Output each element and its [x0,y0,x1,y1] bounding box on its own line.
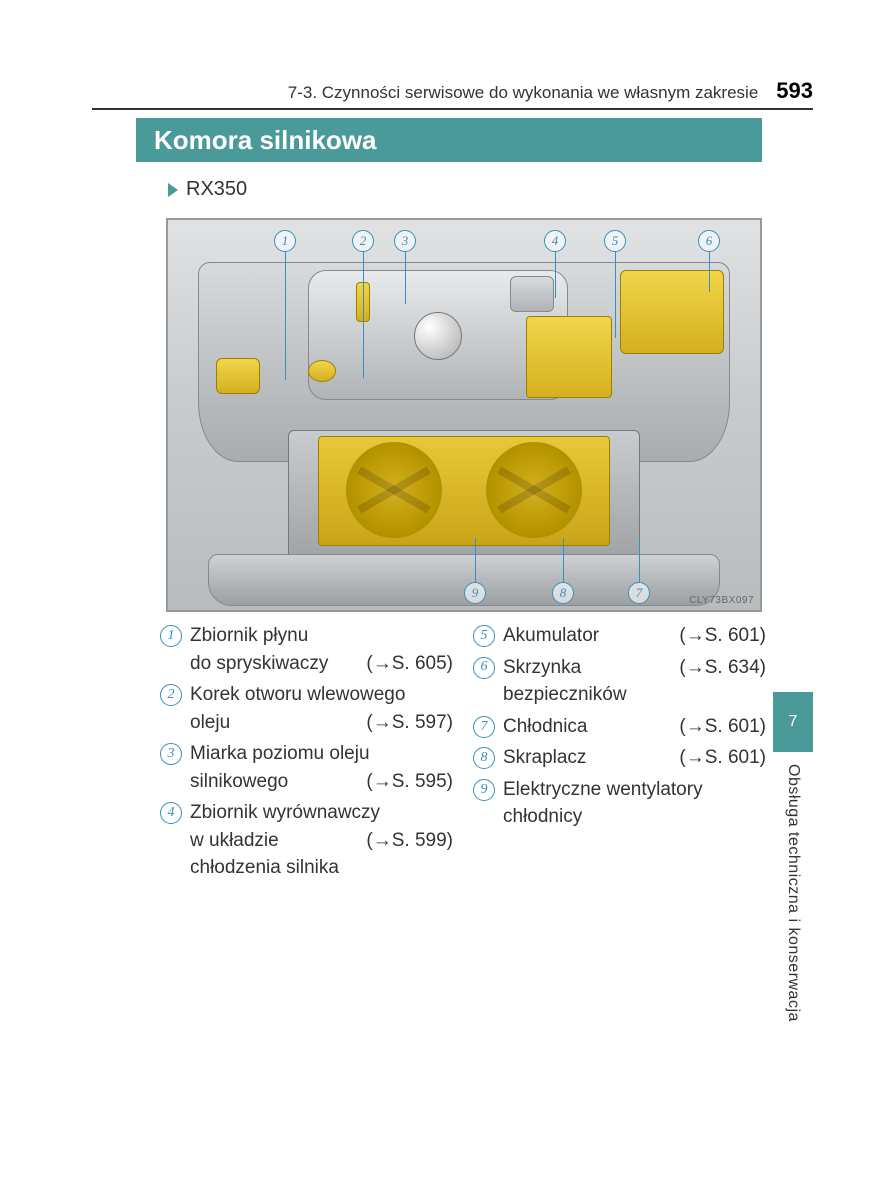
legend-number: 2 [160,684,182,706]
legend-label: do spryskiwaczy [190,650,328,678]
callout-number: 9 [464,582,486,604]
engine-compartment-diagram: 123456789 CLY73BX097 [166,218,762,612]
legend-label: Elektryczne wentylatory [503,776,766,804]
callout-number: 3 [394,230,416,252]
legend-page-ref: (→S. 595) [366,768,453,796]
side-chapter-tab: 7 Obsługa techniczna i konserwacja [773,692,813,1022]
callout-leader [563,538,564,582]
model-name: RX350 [186,178,247,201]
page-header: 7-3. Czynności serwisowe do wykonania we… [92,78,813,104]
legend-column-left: 1 Zbiornik płynudo spryskiwaczy (→S. 605) 2… [160,622,453,886]
legend-column-right: 5 Akumulator (→S. 601) 6 Skrzynka bezpieczni… [473,622,766,886]
callout-leader [615,252,616,338]
legend-page-ref: (→S. 599) [366,827,453,882]
model-heading: RX350 [168,178,247,201]
legend-label: Miarka poziomu oleju [190,740,453,768]
legend-item: 4 Zbiornik wyrównawczyw układzie chłodzen… [160,799,453,882]
legend-page-ref: (→S. 601) [679,622,766,650]
legend-number: 1 [160,625,182,647]
legend-page-ref: (→S. 601) [679,713,766,741]
legend-number: 5 [473,625,495,647]
legend-label: Zbiornik płynu [190,622,453,650]
callout-number: 6 [698,230,720,252]
legend: 1 Zbiornik płynudo spryskiwaczy (→S. 605) 2… [160,622,766,886]
legend-number: 9 [473,779,495,801]
washer-tank-highlight [216,358,260,394]
header-rule [92,108,813,110]
legend-number: 4 [160,802,182,824]
callout-leader [475,538,476,582]
coolant-reservoir-shape [510,276,554,312]
legend-label: Akumulator [503,622,599,650]
callout-leader [709,252,710,292]
chapter-number-box: 7 [773,692,813,752]
legend-text: Zbiornik płynudo spryskiwaczy (→S. 605) [190,622,453,677]
callout-number: 1 [274,230,296,252]
callout-number: 4 [544,230,566,252]
legend-text: Zbiornik wyrównawczyw układzie chłodzeni… [190,799,453,882]
legend-label: w układzie chłodzenia silnika [190,827,356,882]
legend-text: Akumulator (→S. 601) [503,622,766,650]
legend-item: 2 Korek otworu wlewowegooleju (→S. 597) [160,681,453,736]
legend-text: Skraplacz (→S. 601) [503,744,766,772]
legend-page-ref: (→S. 634) [679,654,766,709]
cooling-fan-left [346,442,442,538]
legend-label: Korek otworu wlewowego [190,681,453,709]
legend-label: Skraplacz [503,744,586,772]
callout-number: 8 [552,582,574,604]
callout-leader [363,252,364,378]
legend-label: Skrzynka bezpieczników [503,654,669,709]
callout-number: 5 [604,230,626,252]
cooling-fan-right [486,442,582,538]
legend-label: oleju [190,709,230,737]
chapter-title: 7-3. Czynności serwisowe do wykonania we… [288,83,759,103]
legend-number: 7 [473,716,495,738]
section-title: Komora silnikowa [154,125,377,156]
legend-text: Miarka poziomu olejusilnikowego (→S. 595) [190,740,453,795]
legend-item: 6 Skrzynka bezpieczników(→S. 634) [473,654,766,709]
legend-label: silnikowego [190,768,288,796]
callout-number: 7 [628,582,650,604]
section-title-bar: Komora silnikowa [136,118,762,162]
legend-number: 3 [160,743,182,765]
legend-text: Elektryczne wentylatorychłodnicy [503,776,766,831]
legend-page-ref: (→S. 601) [679,744,766,772]
battery-highlight [526,316,612,398]
callout-leader [555,252,556,298]
legend-text: Korek otworu wlewowegooleju (→S. 597) [190,681,453,736]
page-number: 593 [776,78,813,104]
legend-number: 8 [473,747,495,769]
legend-page-ref: (→S. 605) [366,650,453,678]
oil-cap-highlight [308,360,336,382]
legend-item: 3 Miarka poziomu olejusilnikowego (→S. 595… [160,740,453,795]
chapter-label: Obsługa techniczna i konserwacja [784,764,802,1022]
legend-item: 9 Elektryczne wentylatorychłodnicy [473,776,766,831]
legend-label: Chłodnica [503,713,588,741]
callout-leader [285,252,286,380]
legend-item: 1 Zbiornik płynudo spryskiwaczy (→S. 605) [160,622,453,677]
legend-label: chłodnicy [503,803,582,831]
chapter-number: 7 [789,713,798,731]
legend-text: Skrzynka bezpieczników(→S. 634) [503,654,766,709]
callout-leader [639,538,640,582]
legend-item: 5 Akumulator (→S. 601) [473,622,766,650]
callout-leader [405,252,406,304]
callout-number: 2 [352,230,374,252]
legend-label: Zbiornik wyrównawczy [190,799,453,827]
brand-logo-icon [414,312,462,360]
legend-item: 8 Skraplacz (→S. 601) [473,744,766,772]
image-reference-code: CLY73BX097 [689,595,754,606]
legend-number: 6 [473,657,495,679]
legend-text: Chłodnica (→S. 601) [503,713,766,741]
legend-item: 7 Chłodnica (→S. 601) [473,713,766,741]
triangle-bullet-icon [168,183,178,197]
legend-page-ref: (→S. 597) [366,709,453,737]
